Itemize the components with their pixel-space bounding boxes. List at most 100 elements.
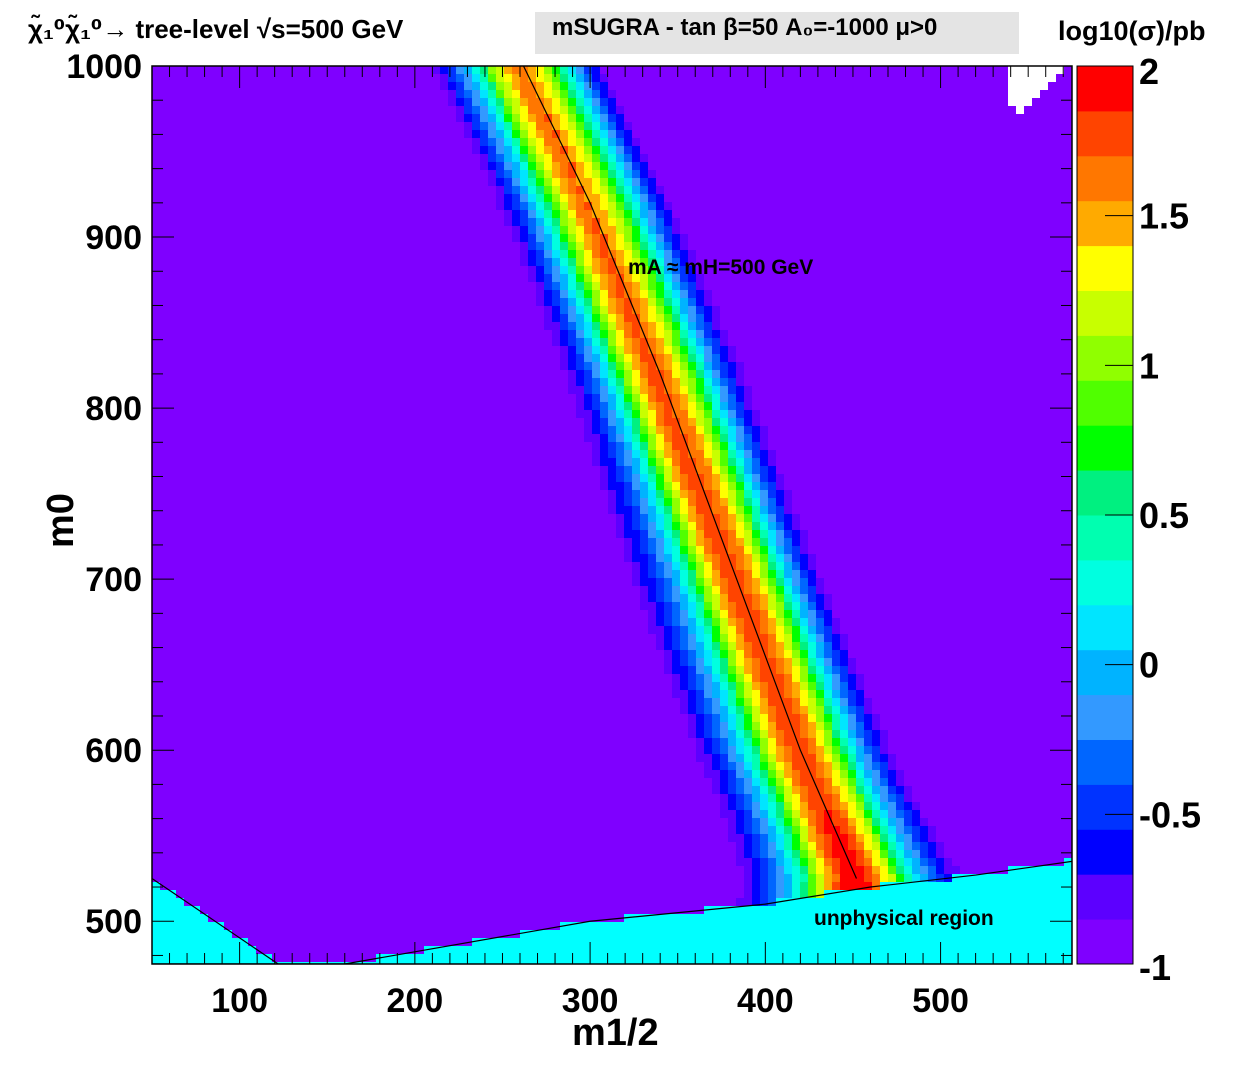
- heatmap-cell: [632, 242, 641, 251]
- heatmap-cell: [784, 114, 793, 123]
- heatmap-cell: [560, 402, 569, 411]
- heatmap-cell: [232, 282, 241, 291]
- heatmap-cell: [936, 362, 945, 371]
- heatmap-cell: [632, 378, 641, 387]
- heatmap-cell: [216, 266, 225, 275]
- heatmap-cell: [336, 322, 345, 331]
- heatmap-cell: [432, 98, 441, 107]
- heatmap-cell: [608, 122, 617, 131]
- heatmap-cell: [864, 162, 873, 171]
- heatmap-cell: [736, 122, 745, 131]
- heatmap-cell: [192, 346, 201, 355]
- heatmap-cell: [544, 386, 553, 395]
- heatmap-cell: [264, 194, 273, 203]
- heatmap-cell: [232, 338, 241, 347]
- heatmap-cell: [456, 154, 465, 163]
- heatmap-cell: [1000, 290, 1009, 299]
- heatmap-cell: [720, 194, 729, 203]
- heatmap-cell: [528, 178, 537, 187]
- heatmap-cell: [1008, 106, 1017, 115]
- heatmap-cell: [256, 250, 265, 259]
- heatmap-cell: [200, 338, 209, 347]
- heatmap-cell: [648, 178, 657, 187]
- heatmap-cell: [624, 162, 633, 171]
- heatmap-cell: [816, 178, 825, 187]
- heatmap-cell: [608, 130, 617, 139]
- heatmap-cell: [528, 186, 537, 195]
- heatmap-cell: [936, 378, 945, 387]
- heatmap-cell: [864, 394, 873, 403]
- heatmap-cell: [208, 218, 217, 227]
- heatmap-cell: [256, 122, 265, 131]
- heatmap-cell: [232, 98, 241, 107]
- heatmap-cell: [360, 282, 369, 291]
- heatmap-cell: [344, 234, 353, 243]
- heatmap-cell: [872, 394, 881, 403]
- heatmap-cell: [624, 242, 633, 251]
- heatmap-cell: [488, 242, 497, 251]
- heatmap-cell: [184, 314, 193, 323]
- heatmap-cell: [456, 330, 465, 339]
- heatmap-cell: [608, 226, 617, 235]
- heatmap-cell: [544, 106, 553, 115]
- heatmap-cell: [288, 202, 297, 211]
- heatmap-cell: [816, 170, 825, 179]
- heatmap-cell: [480, 66, 489, 75]
- heatmap-cell: [896, 202, 905, 211]
- heatmap-cell: [528, 210, 537, 219]
- heatmap-cell: [960, 250, 969, 259]
- heatmap-cell: [248, 306, 257, 315]
- heatmap-cell: [344, 130, 353, 139]
- heatmap-cell: [680, 378, 689, 387]
- heatmap-cell: [1016, 306, 1025, 315]
- heatmap-cell: [904, 386, 913, 395]
- heatmap-cell: [896, 226, 905, 235]
- heatmap-cell: [704, 122, 713, 131]
- heatmap-cell: [440, 170, 449, 179]
- heatmap-cell: [728, 274, 737, 283]
- heatmap-cell: [656, 322, 665, 331]
- heatmap-cell: [856, 386, 865, 395]
- heatmap-cell: [336, 250, 345, 259]
- heatmap-cell: [832, 114, 841, 123]
- heatmap-cell: [848, 298, 857, 307]
- heatmap-cell: [808, 74, 817, 83]
- heatmap-cell: [376, 74, 385, 83]
- heatmap-cell: [448, 378, 457, 387]
- heatmap-cell: [792, 338, 801, 347]
- heatmap-cell: [840, 66, 849, 75]
- heatmap-cell: [176, 226, 185, 235]
- heatmap-cell: [344, 410, 353, 419]
- heatmap-cell: [768, 266, 777, 275]
- heatmap-cell: [192, 130, 201, 139]
- heatmap-cell: [256, 290, 265, 299]
- heatmap-cell: [312, 250, 321, 259]
- heatmap-cell: [624, 250, 633, 259]
- heatmap-cell: [224, 82, 233, 91]
- heatmap-cell: [544, 370, 553, 379]
- heatmap-cell: [192, 226, 201, 235]
- heatmap-cell: [952, 210, 961, 219]
- heatmap-cell: [368, 138, 377, 147]
- heatmap-cell: [536, 138, 545, 147]
- heatmap-cell: [880, 242, 889, 251]
- heatmap-cell: [680, 146, 689, 155]
- heatmap-cell: [1032, 386, 1041, 395]
- heatmap-cell: [848, 370, 857, 379]
- heatmap-cell: [784, 378, 793, 387]
- heatmap-cell: [952, 402, 961, 411]
- heatmap-cell: [704, 202, 713, 211]
- heatmap-cell: [280, 402, 289, 411]
- heatmap-cell: [360, 370, 369, 379]
- heatmap-cell: [304, 186, 313, 195]
- heatmap-cell: [200, 386, 209, 395]
- heatmap-cell: [848, 274, 857, 283]
- heatmap-cell: [984, 130, 993, 139]
- heatmap-cell: [320, 338, 329, 347]
- heatmap-cell: [704, 386, 713, 395]
- heatmap-cell: [432, 178, 441, 187]
- heatmap-cell: [200, 170, 209, 179]
- heatmap-cell: [1040, 226, 1049, 235]
- heatmap-cell: [512, 362, 521, 371]
- heatmap-cell: [240, 226, 249, 235]
